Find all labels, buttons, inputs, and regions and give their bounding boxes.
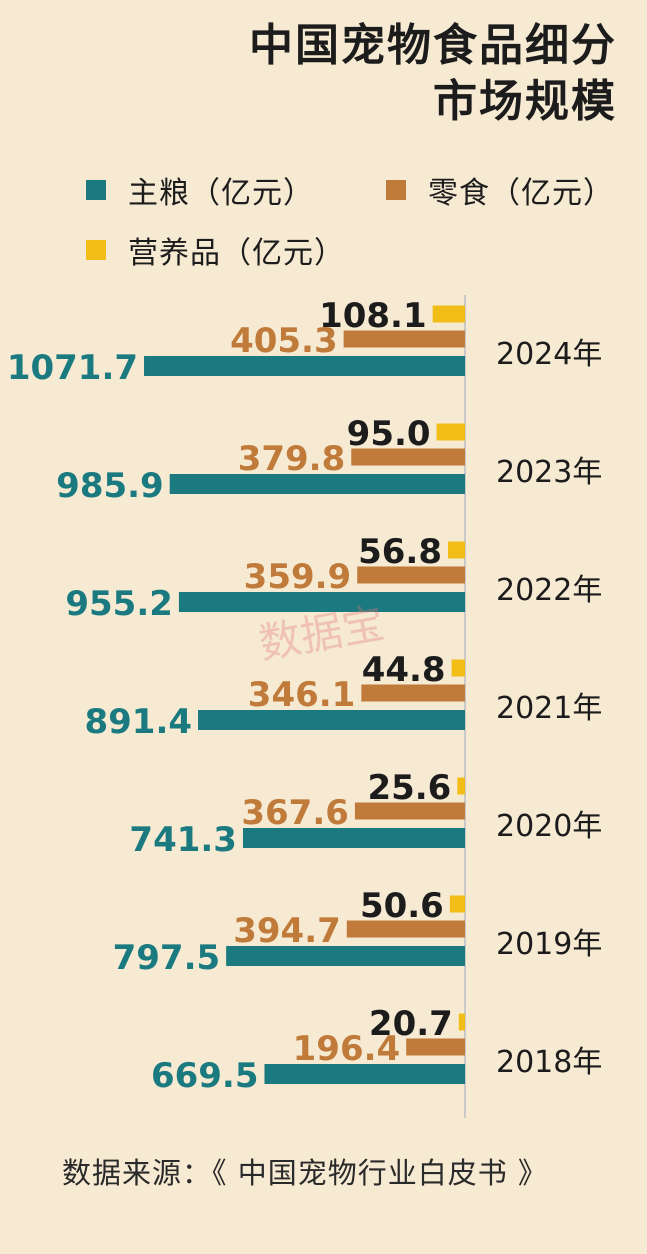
legend-label-snack: 零食（亿元）: [428, 176, 614, 211]
bar-snack: [346, 920, 465, 938]
bar-staple: [144, 356, 465, 376]
value-label-supplement: 95.0: [347, 414, 431, 454]
value-label-snack: 346.1: [248, 675, 356, 715]
legend-supplement: 营养品（亿元）: [86, 228, 345, 272]
legend-staple: 主粮（亿元）: [86, 168, 314, 212]
bar-supplement: [436, 423, 465, 441]
data-source: 数据来源：《 中国宠物行业白皮书 》: [62, 1156, 548, 1190]
value-label-staple: 891.4: [84, 702, 192, 742]
value-label-snack: 196.4: [293, 1029, 401, 1069]
value-label-staple: 741.3: [129, 820, 237, 860]
category-label: 2024年: [496, 337, 602, 372]
bar-supplement: [458, 1013, 465, 1031]
value-label-supplement: 20.7: [369, 1004, 453, 1044]
value-label-staple: 797.5: [113, 938, 221, 978]
bar-staple: [178, 592, 465, 612]
value-label-staple: 1071.7: [7, 348, 138, 388]
category-label: 2018年: [496, 1045, 602, 1080]
value-label-supplement: 50.6: [360, 886, 444, 926]
bar-snack: [354, 802, 465, 820]
title-line-1: 中国宠物食品细分: [249, 20, 617, 71]
bar-staple: [226, 946, 465, 966]
value-label-snack: 379.8: [238, 439, 346, 479]
category-label: 2019年: [496, 927, 602, 962]
bar-staple: [242, 828, 465, 848]
legend-label-supplement: 营养品（亿元）: [128, 236, 345, 271]
value-label-supplement: 44.8: [362, 650, 446, 690]
value-label-snack: 394.7: [233, 911, 341, 951]
bar-snack: [361, 684, 465, 702]
bar-supplement: [449, 895, 465, 913]
category-label: 2021年: [496, 691, 602, 726]
legend-label-staple: 主粮（亿元）: [128, 176, 314, 211]
value-label-supplement: 108.1: [319, 296, 427, 336]
legend-snack: 零食（亿元）: [386, 168, 614, 212]
value-label-staple: 985.9: [56, 466, 164, 506]
bar-staple: [264, 1064, 465, 1084]
chart-title: 中国宠物食品细分 市场规模: [249, 18, 617, 130]
bar-supplement: [451, 659, 465, 677]
category-label: 2023年: [496, 455, 602, 490]
value-label-snack: 359.9: [244, 557, 352, 597]
value-label-supplement: 56.8: [358, 532, 442, 572]
value-label-snack: 367.6: [241, 793, 349, 833]
value-label-staple: 955.2: [65, 584, 173, 624]
bar-snack: [406, 1038, 465, 1056]
value-label-snack: 405.3: [230, 321, 338, 361]
title-line-2: 市场规模: [433, 76, 617, 127]
category-label: 2022年: [496, 573, 602, 608]
bar-staple: [169, 474, 465, 494]
bar-staple: [198, 710, 465, 730]
bar-supplement: [432, 305, 465, 323]
legend-swatch-staple: [86, 180, 106, 200]
category-label: 2020年: [496, 809, 602, 844]
legend-swatch-snack: [386, 180, 406, 200]
bar-supplement: [447, 541, 465, 559]
value-label-supplement: 25.6: [367, 768, 451, 808]
value-label-staple: 669.5: [151, 1056, 259, 1096]
legend-swatch-supplement: [86, 240, 106, 260]
bar-snack: [343, 330, 465, 348]
bar-supplement: [457, 777, 465, 795]
bar-snack: [351, 448, 465, 466]
bar-snack: [357, 566, 465, 584]
